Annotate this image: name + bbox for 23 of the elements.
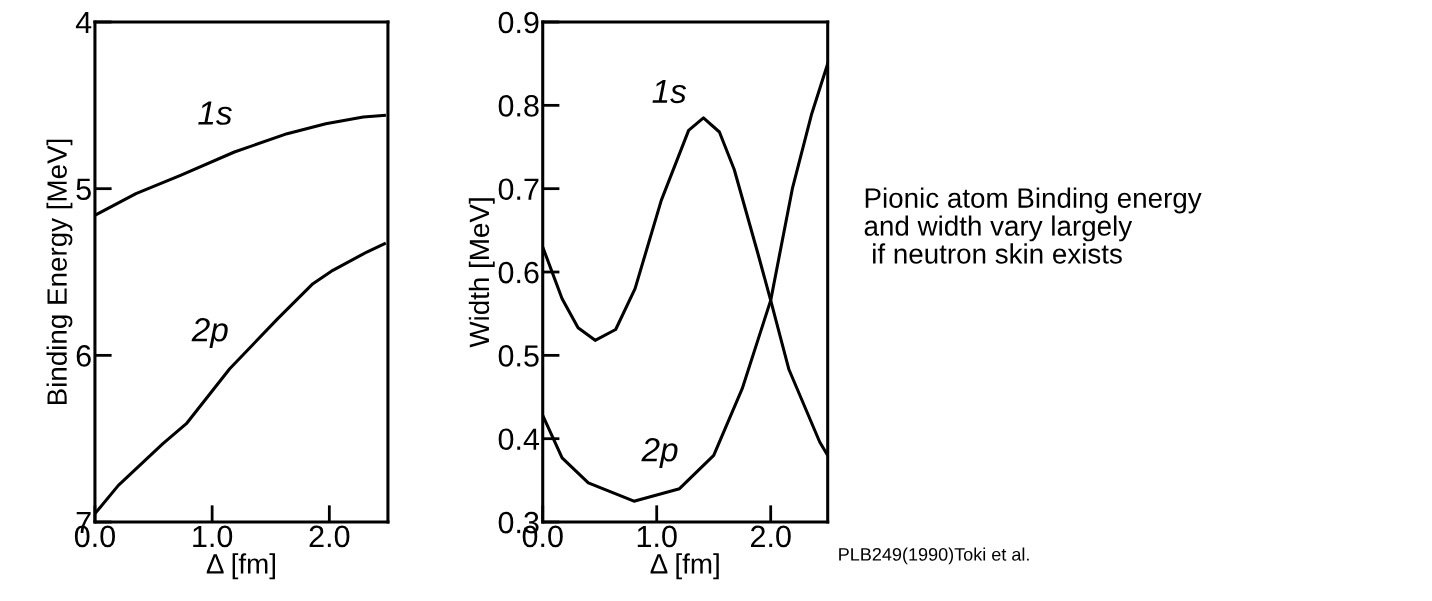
text: PLB249(1990)Toki et al. (839, 547, 1029, 565)
y-axis-title: Width [MeV] (468, 198, 495, 348)
y-tick-label: 0.8 (498, 95, 539, 117)
x-tick-label: 1.0 (193, 525, 233, 548)
series-label: 1s (198, 101, 232, 125)
y-tick-label: 4 (75, 12, 92, 34)
x-tick-label: 2.0 (751, 525, 791, 548)
y-tick-label: 0.5 (498, 345, 539, 367)
series-label: 2p (641, 437, 678, 469)
x-axis-title: Δ [fm] (206, 553, 275, 580)
y-tick-label: 0.6 (498, 261, 539, 284)
y-tick-label: 0.7 (498, 178, 539, 201)
y-tick-label: 0.4 (498, 428, 540, 451)
y-tick-label: 0.9 (498, 11, 539, 34)
x-tick-label: 2.0 (309, 525, 350, 548)
series-label: 1s (652, 79, 687, 104)
text: Pionic atom Binding energy and width vary largely if neutron skin exists (864, 187, 1202, 264)
y-tick-label: 6 (76, 345, 91, 367)
y-tick-label: 5 (76, 178, 91, 201)
x-axis-title: Δ [fm] (650, 553, 719, 580)
legend-label: 2p (191, 317, 228, 349)
y-axis-title: Binding Energy [MeV] (46, 139, 73, 405)
x-tick-label: 1.0 (637, 525, 677, 548)
